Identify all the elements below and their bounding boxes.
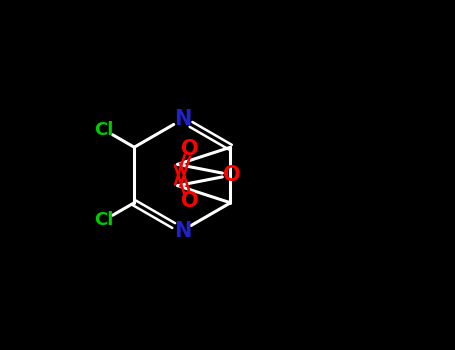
- Text: N: N: [174, 220, 191, 240]
- Text: Cl: Cl: [95, 211, 114, 229]
- Text: N: N: [174, 110, 191, 130]
- Text: O: O: [181, 191, 198, 211]
- Text: O: O: [181, 139, 198, 159]
- Text: O: O: [223, 165, 241, 185]
- Text: Cl: Cl: [95, 121, 114, 139]
